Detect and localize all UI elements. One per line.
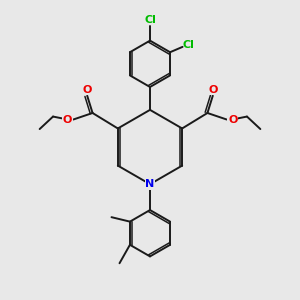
- Text: O: O: [63, 115, 72, 124]
- Text: N: N: [146, 179, 154, 189]
- Text: O: O: [208, 85, 218, 95]
- Text: Cl: Cl: [144, 15, 156, 26]
- Text: Cl: Cl: [183, 40, 194, 50]
- Text: O: O: [82, 85, 92, 95]
- Text: O: O: [228, 115, 237, 124]
